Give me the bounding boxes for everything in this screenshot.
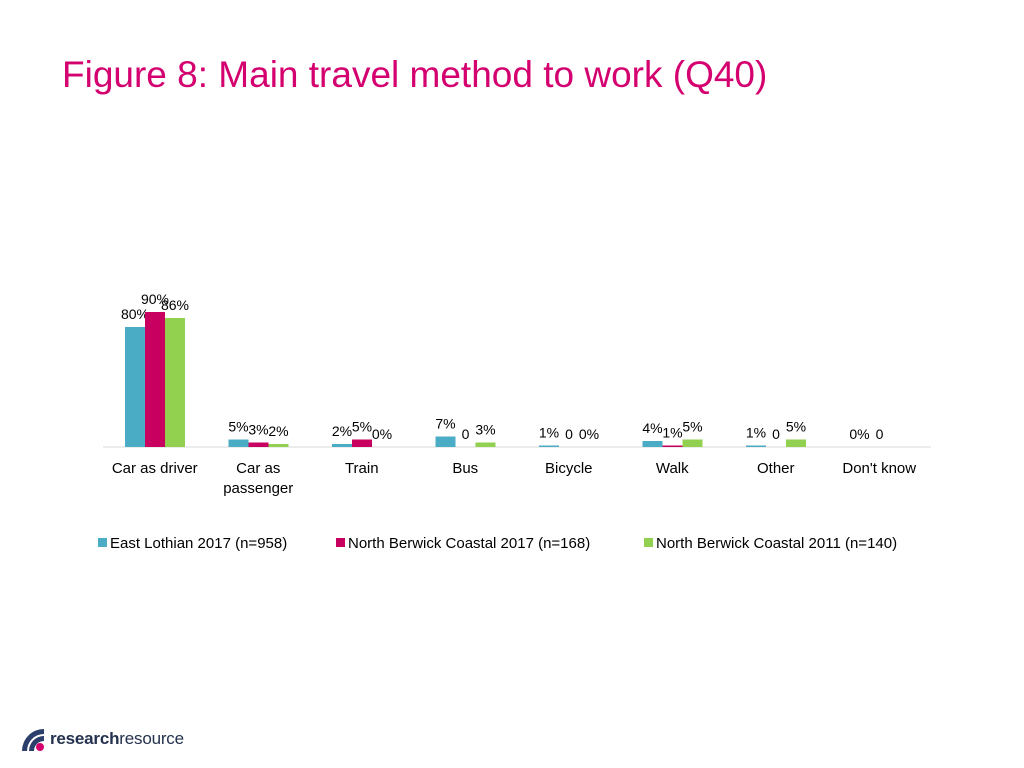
bar <box>268 444 289 447</box>
data-label: 3% <box>475 422 495 438</box>
bar <box>682 439 703 447</box>
category-label: passenger <box>223 480 293 497</box>
data-label: 0 <box>565 426 573 442</box>
data-label: 86% <box>161 297 189 313</box>
data-label: 80% <box>121 306 149 322</box>
logo-text-light: resource <box>119 729 184 748</box>
category-label: Car as driver <box>112 460 198 477</box>
data-label: 0% <box>849 426 869 442</box>
legend-label: North Berwick Coastal 2017 (n=168) <box>348 535 590 552</box>
logo-text: researchresource <box>50 729 184 749</box>
category-label: Train <box>345 460 379 477</box>
data-label: 0% <box>579 426 599 442</box>
data-label: 5% <box>228 419 248 435</box>
data-label: 4% <box>642 420 662 436</box>
bar <box>539 445 559 447</box>
legend-swatch <box>644 538 653 547</box>
bar <box>786 439 806 447</box>
bar <box>475 442 496 447</box>
legend-swatch <box>336 538 345 547</box>
category-label: Other <box>757 460 795 477</box>
bar <box>228 439 249 447</box>
data-label: 0 <box>876 426 884 442</box>
category-label: Don't know <box>842 460 916 477</box>
logo-text-bold: research <box>50 729 120 748</box>
data-label: 7% <box>435 416 455 432</box>
bar <box>662 445 683 447</box>
chart-title: Figure 8: Main travel method to work (Q4… <box>62 54 768 95</box>
data-label: 0 <box>772 426 780 442</box>
category-label: Car as <box>236 460 280 477</box>
legend-label: North Berwick Coastal 2011 (n=140) <box>656 535 897 552</box>
data-label: 5% <box>682 419 702 435</box>
category-label: Bicycle <box>545 460 593 477</box>
data-label: 1% <box>539 425 559 441</box>
legend-swatch <box>98 538 107 547</box>
bar <box>352 439 372 447</box>
category-label: Walk <box>656 460 689 477</box>
data-label: 0 <box>462 426 470 442</box>
data-label: 90% <box>141 291 169 307</box>
bar <box>145 312 165 447</box>
research-resource-logo: researchresource <box>18 722 184 756</box>
data-label: 0% <box>372 426 392 442</box>
category-label: Bus <box>452 460 478 477</box>
bar <box>248 442 269 447</box>
bar <box>125 327 145 447</box>
legend-label: East Lothian 2017 (n=958) <box>110 535 287 552</box>
logo-mark-icon <box>22 729 44 751</box>
data-label: 2% <box>332 423 352 439</box>
bar <box>435 436 456 447</box>
bar <box>165 318 185 447</box>
bar <box>746 445 766 447</box>
data-label: 3% <box>248 422 268 438</box>
data-label: 5% <box>352 419 372 435</box>
data-label: 2% <box>268 423 288 439</box>
bar <box>332 444 352 447</box>
data-label: 1% <box>746 425 766 441</box>
bar <box>642 441 663 447</box>
data-label: 5% <box>786 419 806 435</box>
data-label: 1% <box>662 425 682 441</box>
